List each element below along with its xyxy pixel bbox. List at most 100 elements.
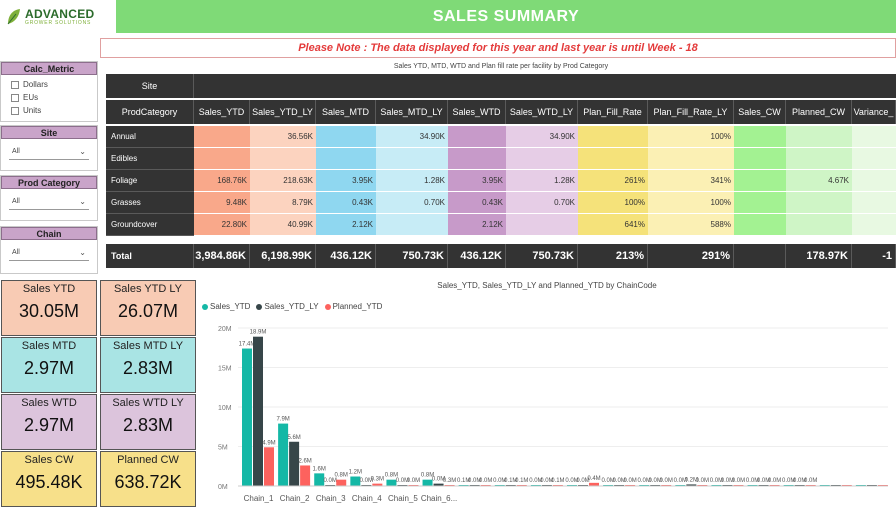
chevron-down-icon[interactable]: ⌄ xyxy=(79,248,86,257)
matrix-row-label[interactable]: Foliage xyxy=(106,170,194,192)
matrix-column-header[interactable]: Sales_YTD xyxy=(194,100,250,124)
y-tick-label: 15M xyxy=(218,366,232,373)
chevron-down-icon[interactable]: ⌄ xyxy=(79,147,86,156)
matrix-site-header-row: Site xyxy=(106,74,896,98)
kpi-label: Sales CW xyxy=(24,454,74,466)
bar[interactable] xyxy=(686,484,697,486)
slicer-option-units[interactable]: Units xyxy=(1,104,97,117)
bar[interactable] xyxy=(314,473,325,486)
matrix-cell xyxy=(734,170,786,192)
data-label: 0.0M xyxy=(732,478,745,484)
matrix-cell xyxy=(852,170,896,192)
matrix-cell xyxy=(194,148,250,170)
data-label: 4.9M xyxy=(262,440,275,446)
kpi-label: Sales WTD xyxy=(21,397,77,409)
logo-main-text: ADVANCED xyxy=(25,6,95,21)
bar[interactable] xyxy=(433,483,444,486)
matrix-column-header[interactable]: Sales_MTD_LY xyxy=(376,100,448,124)
matrix-column-header[interactable]: Sales_WTD xyxy=(448,100,506,124)
matrix-row-label[interactable]: Grasses xyxy=(106,192,194,214)
bar[interactable] xyxy=(264,447,274,486)
bar[interactable] xyxy=(422,479,433,486)
matrix-column-header[interactable]: Plan_Fill_Rate xyxy=(578,100,648,124)
matrix-site-header[interactable]: Site xyxy=(106,74,194,98)
site-dropdown-value: All xyxy=(12,148,20,155)
data-label: 0.0M xyxy=(782,478,795,484)
matrix-row-label[interactable]: Edibles xyxy=(106,148,194,170)
data-label: 0.3M xyxy=(443,478,456,484)
data-label: 0.0M xyxy=(576,478,589,484)
site-dropdown[interactable]: All ⌄ xyxy=(9,144,89,160)
kpi-label: Sales WTD LY xyxy=(112,397,184,409)
chart-legend: Sales_YTD Sales_YTD_LY Planned_YTD xyxy=(202,302,388,311)
matrix-total-cell: 6,198.99K xyxy=(250,244,316,268)
matrix-cell xyxy=(506,148,578,170)
slicer-option-eus[interactable]: EUs xyxy=(1,91,97,104)
matrix-cell: 8.79K xyxy=(250,192,316,214)
sales-matrix: Sales YTD, MTD, WTD and Plan fill rate p… xyxy=(106,60,896,268)
matrix-cell: 22.80K xyxy=(194,214,250,236)
matrix-column-header[interactable]: Sales_MTD xyxy=(316,100,376,124)
slicer-option-dollars[interactable]: Dollars xyxy=(1,78,97,91)
data-label: 0.1M xyxy=(457,478,470,484)
matrix-column-header[interactable]: Sales_WTD_LY xyxy=(506,100,578,124)
bar[interactable] xyxy=(289,441,300,486)
matrix-cell xyxy=(648,148,734,170)
matrix-cell xyxy=(734,126,786,148)
chain-dropdown[interactable]: All ⌄ xyxy=(9,245,89,261)
matrix-column-header[interactable]: Planned_CW xyxy=(786,100,852,124)
matrix-cell: 9.48K xyxy=(194,192,250,214)
data-label: 0.0M xyxy=(324,478,337,484)
data-label: 0.0M xyxy=(757,478,770,484)
kpi-card-sales-wtd: Sales WTD 2.97M xyxy=(1,394,97,450)
matrix-cell: 34.90K xyxy=(376,126,448,148)
data-label: 0.0M xyxy=(565,478,578,484)
chevron-down-icon[interactable]: ⌄ xyxy=(79,197,86,206)
matrix-cell: 1.28K xyxy=(376,170,448,192)
bar[interactable] xyxy=(372,483,383,486)
legend-item-planned-ytd[interactable]: Planned_YTD xyxy=(324,302,382,311)
prod-category-slicer-title: Prod Category xyxy=(1,176,97,189)
kpi-label: Sales YTD xyxy=(22,283,76,295)
legend-item-sales-ytd[interactable]: Sales_YTD xyxy=(202,302,250,311)
chain-slicer: Chain All ⌄ xyxy=(0,226,98,274)
matrix-column-header[interactable]: Plan_Fill_Rate_LY xyxy=(648,100,734,124)
legend-item-sales-ytd-ly[interactable]: Sales_YTD_LY xyxy=(256,302,319,311)
matrix-row: Edibles xyxy=(106,148,896,170)
matrix-cell xyxy=(448,148,506,170)
matrix-total-cell: 436.12K xyxy=(448,244,506,268)
checkbox-icon[interactable] xyxy=(11,80,19,89)
matrix-column-header[interactable]: Sales_YTD_LY xyxy=(250,100,316,124)
bar[interactable] xyxy=(350,476,361,486)
bar[interactable] xyxy=(386,479,397,486)
matrix-row-label[interactable]: Annual xyxy=(106,126,194,148)
matrix-column-header[interactable]: Variance_ xyxy=(852,100,896,124)
bar[interactable] xyxy=(300,465,311,486)
matrix-row-header[interactable]: ProdCategory xyxy=(106,100,194,124)
prod-category-dropdown[interactable]: All ⌄ xyxy=(9,194,89,210)
matrix-cell xyxy=(578,148,648,170)
matrix-total-cell: 750.73K xyxy=(506,244,578,268)
matrix-cell: 36.56K xyxy=(250,126,316,148)
matrix-column-header[interactable]: Sales_CW xyxy=(734,100,786,124)
matrix-cell xyxy=(786,214,852,236)
chain-slicer-title: Chain xyxy=(1,227,97,240)
data-label: 0.0M xyxy=(804,478,817,484)
data-label: 0.0M xyxy=(479,478,492,484)
matrix-cell xyxy=(376,148,448,170)
data-label: 0.0M xyxy=(696,478,709,484)
bar[interactable] xyxy=(336,479,347,486)
bar[interactable] xyxy=(253,336,263,486)
bar[interactable] xyxy=(278,423,289,486)
matrix-row-label[interactable]: Groundcover xyxy=(106,214,194,236)
x-tick-label: Chain_6... xyxy=(421,494,457,503)
checkbox-icon[interactable] xyxy=(11,106,19,115)
bar[interactable] xyxy=(242,348,252,486)
data-label: 1.2M xyxy=(349,470,362,476)
matrix-cell xyxy=(448,126,506,148)
checkbox-icon[interactable] xyxy=(11,93,19,102)
matrix-cell xyxy=(786,126,852,148)
note-text: Please Note : The data displayed for thi… xyxy=(298,42,698,54)
matrix-total-cell: 750.73K xyxy=(376,244,448,268)
bar[interactable] xyxy=(589,482,599,486)
